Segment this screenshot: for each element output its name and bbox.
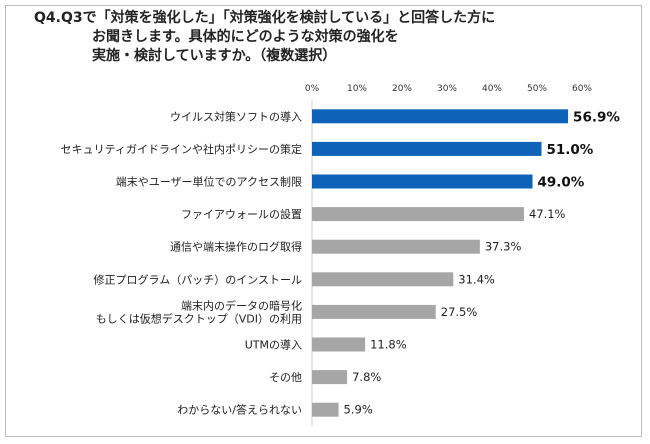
category-label: 端末内のデータの暗号化 xyxy=(181,298,302,312)
category-label: ウイルス対策ソフトの導入 xyxy=(170,109,302,123)
value-label: 7.8% xyxy=(352,370,381,384)
x-tick-label: 20% xyxy=(392,84,412,94)
value-label: 11.8% xyxy=(370,338,407,352)
x-tick-label: 50% xyxy=(527,84,547,94)
x-tick-label: 10% xyxy=(347,84,367,94)
bar xyxy=(312,109,569,124)
value-label: 51.0% xyxy=(547,142,594,158)
category-label: もしくは仮想デスクトップ（VDI）の利用 xyxy=(96,311,302,325)
chart-title: Q4.Q3で「対策を強化した」「対策強化を検討している」と回答した方に お聞きし… xyxy=(34,9,634,66)
bar xyxy=(312,141,542,156)
category-label: セキュリティガイドラインや社内ポリシーの策定 xyxy=(61,142,302,156)
value-label: 37.3% xyxy=(485,240,522,254)
bar xyxy=(312,337,366,352)
category-label: ファイアウォールの設置 xyxy=(181,207,302,221)
bar xyxy=(312,370,348,385)
title-line-2: お聞きします。具体的にどのような対策の強化を xyxy=(92,29,399,45)
category-label: 通信や端末操作のログ取得 xyxy=(170,240,302,254)
x-tick-label: 0% xyxy=(305,84,320,94)
category-label: わからない/答えられない xyxy=(177,403,302,417)
bar xyxy=(312,304,436,319)
category-label: 端末やユーザー単位でのアクセス制限 xyxy=(116,175,302,189)
value-label: 56.9% xyxy=(573,109,620,125)
bar xyxy=(312,207,524,222)
category-label: UTMの導入 xyxy=(245,338,302,352)
bar xyxy=(312,272,454,287)
bar xyxy=(312,174,533,189)
x-tick-label: 60% xyxy=(572,84,592,94)
x-tick-label: 40% xyxy=(482,84,502,94)
value-label: 27.5% xyxy=(441,305,478,319)
bar xyxy=(312,239,480,254)
value-label: 47.1% xyxy=(529,207,566,221)
value-label: 49.0% xyxy=(538,175,585,191)
x-tick-label: 30% xyxy=(437,84,457,94)
category-label: 修正プログラム（パッチ）のインストール xyxy=(94,272,302,286)
title-line-1: Q4.Q3で「対策を強化した」「対策強化を検討している」と回答した方に xyxy=(34,10,496,26)
title-line-3: 実施・検討していますか。（複数選択） xyxy=(92,48,337,64)
value-label: 31.4% xyxy=(458,272,495,286)
category-label: その他 xyxy=(269,371,302,384)
value-label: 5.9% xyxy=(344,403,373,417)
bar xyxy=(312,402,339,417)
